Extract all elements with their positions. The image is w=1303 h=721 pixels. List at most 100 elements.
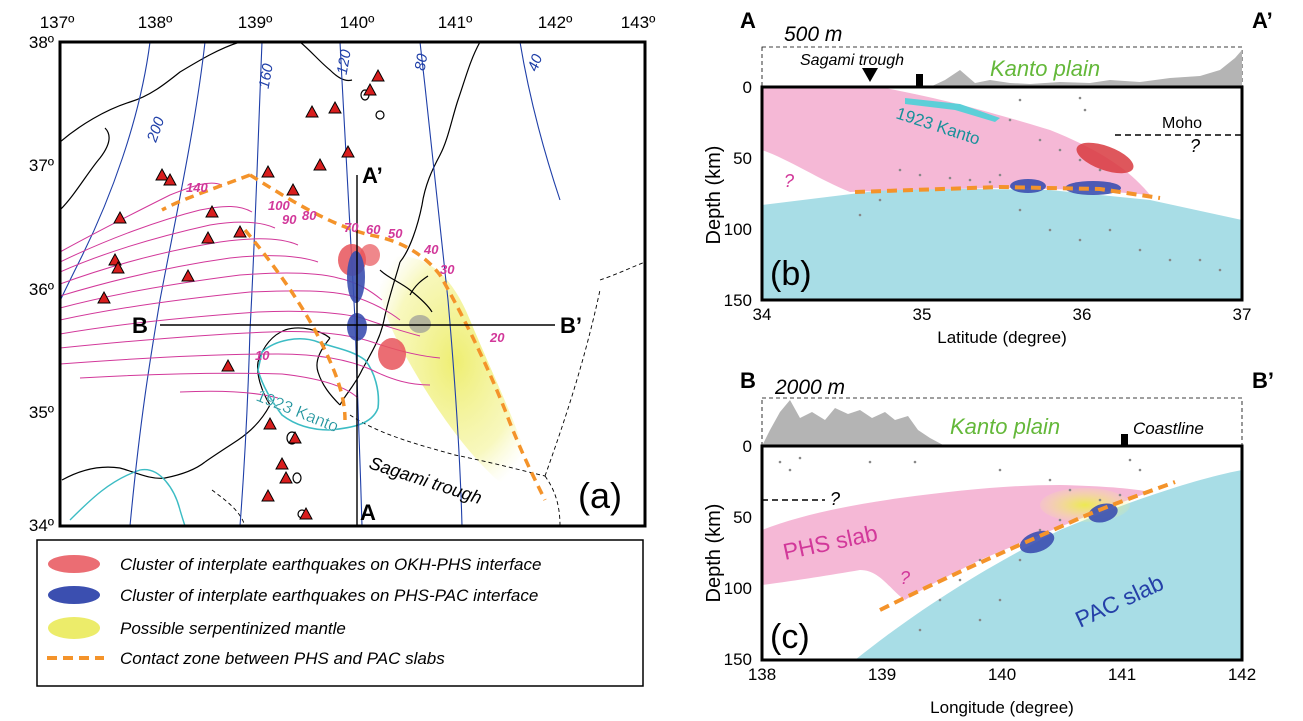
phs-contour-label: 140 [186,180,208,195]
map-panel: 137º 138º 139º 140º 141º 142º 143º 38º 3… [29,13,655,535]
gray-cluster [409,315,431,333]
xtick-c: 140 [988,665,1016,684]
legend-item: Cluster of interplate earthquakes on OKH… [120,555,541,574]
section-b-start-label: B [132,313,148,338]
moho-label-b: Moho [1162,115,1202,132]
pac-contour-label: 160 [256,62,277,90]
topo-scale-c: 2000 m [774,376,845,399]
seismicity-b [858,96,1222,272]
lon-tick-labels: 137º 138º 139º 140º 141º 142º 143º [40,13,656,32]
okh-phs-cluster [360,244,380,266]
ytick-c: 150 [724,650,752,669]
question-c: ? [830,489,840,509]
section-b-end-label: B’ [560,313,582,338]
xtick-b: 34 [753,305,772,324]
dashed-boundaries [211,261,645,526]
ylabel-c: Depth (km) [703,504,725,603]
topo-scale-b: 500 m [784,23,842,46]
pac-contour-label: 200 [143,114,168,145]
legend-swatch-serpentinite [48,617,100,639]
coast-marker-b [916,74,923,87]
serpentinized-zone [378,256,533,490]
contact-zone-line-south [243,228,347,421]
lon-tick: 137º [40,13,75,32]
ytick-c: 100 [724,579,752,598]
question-c: ? [900,568,910,588]
section-b-panel-label: (b) [770,255,812,293]
phs-contour-label: 50 [388,226,403,241]
seismicity-c [778,456,1142,632]
lat-tick: 34º [29,516,54,535]
volcano-markers [97,69,385,520]
phs-contour-label: 70 [344,220,359,235]
section-b-end: A’ [1252,8,1273,33]
phs-pac-cluster [347,251,365,303]
ytick-c: 50 [733,508,752,527]
okh-phs-cluster-b [1076,142,1134,174]
xtick-c: 141 [1108,665,1136,684]
xtick-c: 142 [1228,665,1256,684]
coastline [60,42,481,481]
phs-contour-label: 10 [255,348,270,363]
phs-slab-b [762,87,1150,195]
pac-contour-label: 80 [412,52,432,72]
pac-contour-label: 40 [525,52,547,74]
ytick-b: 150 [724,291,752,310]
kanto-1923-fault-b [905,98,1000,122]
legend-item: Contact zone between PHS and PAC slabs [120,649,445,668]
lon-tick: 142º [538,13,573,32]
xlabel-b: Latitude (degree) [937,328,1066,347]
topo-profile-c [762,400,945,446]
phs-pac-cluster-b [1065,181,1121,195]
cross-section-c: B B’ 2000 m Kanto plain Coastline ? ? PH… [703,368,1274,717]
legend-item: Cluster of interplate earthquakes on PHS… [120,586,538,605]
ytick-b: 100 [724,220,752,239]
map-frame [58,40,647,528]
map-panel-label: (a) [578,475,622,516]
okh-phs-cluster [378,338,406,370]
legend: Cluster of interplate earthquakes on OKH… [36,539,644,687]
topo-profile-b [930,50,1242,87]
lat-tick: 36º [29,280,54,299]
lon-tick: 140º [340,13,375,32]
cross-section-b: A A’ 500 m Sagami trough Kanto plain 192… [703,8,1273,347]
section-c-end: B’ [1252,368,1274,393]
phs-contour-label: 100 [268,198,290,213]
ylabel-b: Depth (km) [703,146,725,245]
pac-slab-c [855,470,1242,660]
pac-slab-b [762,188,1242,300]
plain-label-c: Kanto plain [950,414,1060,439]
trough-label-b: Sagami trough [800,52,904,69]
xtick-b: 37 [1233,305,1252,324]
lat-tick: 38º [29,33,54,52]
question-b: ? [1190,136,1200,156]
question-b: ? [784,171,794,191]
lon-tick: 141º [438,13,473,32]
kanto-cyan-loop [69,468,186,526]
xtick-c: 138 [748,665,776,684]
section-c-start: B [740,368,756,393]
contact-zone-b [854,184,1161,200]
section-b-frame [760,85,1244,302]
pac-contour-label: 120 [334,48,355,76]
ytick-b: 0 [743,78,752,97]
ytick-b: 50 [733,149,752,168]
lon-tick: 138º [138,13,173,32]
plain-label-b: Kanto plain [990,56,1100,81]
lon-tick: 143º [621,13,656,32]
legend-swatch-okh-phs [48,555,100,573]
section-c-frame [760,444,1244,662]
section-b-start: A [740,8,756,33]
topo-strip-c [761,397,1243,447]
phs-pac-cluster-c [1088,503,1118,523]
lon-tick: 139º [238,13,273,32]
lat-tick: 35º [29,403,54,422]
xtick-b: 35 [913,305,932,324]
phs-pac-cluster-c [1019,530,1055,554]
xlabel-c: Longitude (degree) [930,698,1074,717]
kanto-1923-rupture [257,338,380,431]
trough-marker-b [862,68,878,82]
phs-contour-label: 20 [489,330,505,345]
contact-zone-line-east [249,173,547,501]
